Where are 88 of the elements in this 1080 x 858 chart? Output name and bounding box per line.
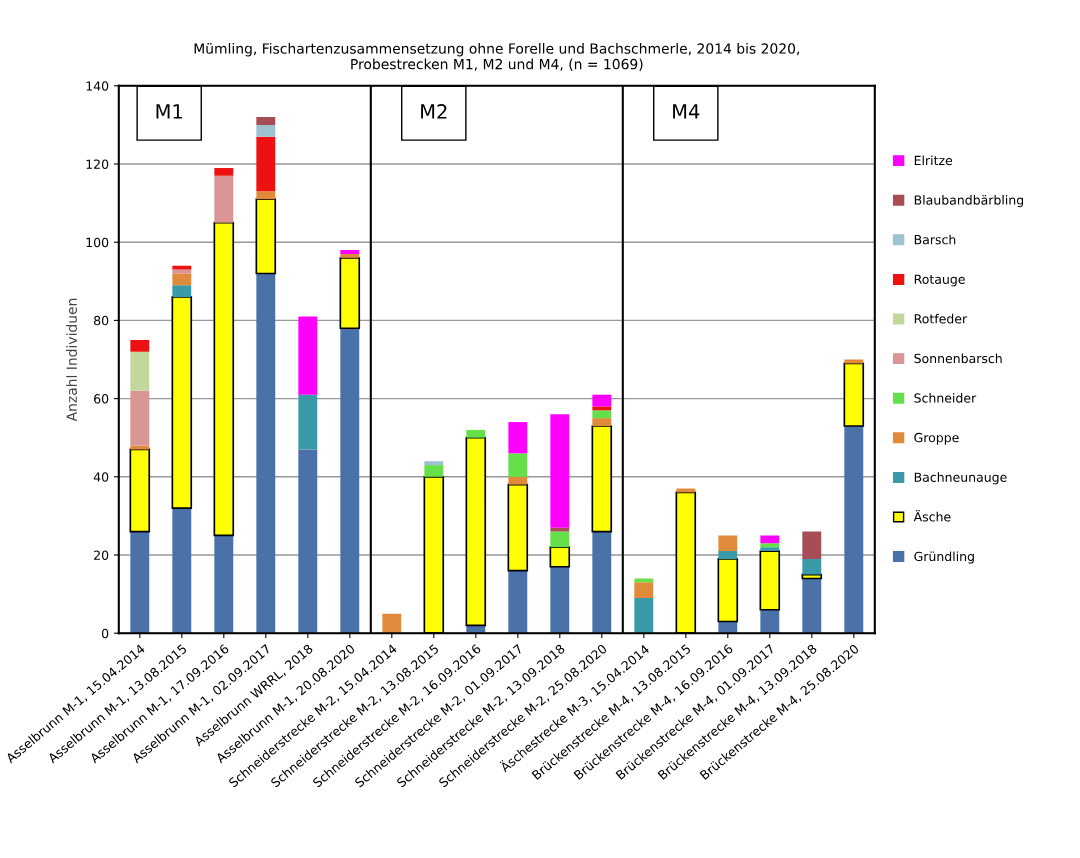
- y-tick-label: 100: [86, 237, 109, 248]
- bar: [549, 546, 571, 568]
- bar: [424, 465, 444, 477]
- bar: [634, 582, 654, 599]
- bar: [130, 339, 150, 352]
- bar: [508, 476, 528, 485]
- bar: [172, 508, 192, 634]
- bar: [592, 410, 612, 419]
- bar: [130, 351, 150, 391]
- y-tick-label: 120: [86, 159, 109, 169]
- bar: [550, 566, 570, 634]
- annotation: M4: [673, 104, 700, 119]
- bar: [130, 531, 150, 634]
- legend-label: Schneider: [914, 393, 977, 403]
- bar: [802, 578, 822, 634]
- legend-label: Elritze: [914, 155, 953, 166]
- bar: [256, 273, 276, 634]
- legend-label: Sonnenbarsch: [914, 353, 1002, 364]
- y-tick-label: 20: [94, 550, 109, 560]
- bar: [760, 535, 780, 544]
- bar: [213, 221, 235, 537]
- y-tick-label: 0: [101, 628, 109, 639]
- bar: [340, 250, 360, 254]
- y-tick-label: 40: [93, 472, 109, 482]
- bar: [591, 425, 613, 533]
- bar: [172, 265, 192, 270]
- bar: [382, 613, 402, 634]
- bar: [843, 362, 865, 427]
- bar: [256, 117, 276, 125]
- bar: [466, 429, 486, 438]
- y-tick-label: 140: [86, 81, 109, 91]
- bar: [592, 531, 612, 634]
- bar: [172, 285, 192, 297]
- bar: [339, 257, 361, 330]
- bar: [256, 136, 276, 192]
- bar: [171, 296, 193, 509]
- annotation: M1: [156, 104, 182, 119]
- bar: [256, 191, 276, 200]
- bar: [802, 531, 822, 559]
- bar: [634, 598, 654, 634]
- bar: [759, 550, 781, 611]
- bar: [718, 535, 738, 552]
- bar: [507, 483, 529, 572]
- bar: [550, 531, 570, 548]
- bar: [255, 198, 277, 275]
- bar: [508, 453, 528, 477]
- bar: [172, 273, 192, 286]
- bar: [508, 422, 528, 454]
- legend-label: Bachneunauge: [914, 472, 1007, 485]
- bar: [214, 175, 234, 223]
- chart-title: Mümling, Fischartenzusammensetzung ohne Forelle und Bachschmerle, 2014 bis 2020, Probestrecken M1, M2 und M4, (n = 1069): [194, 43, 800, 71]
- legend-label: Barsch: [914, 234, 956, 245]
- legend-label: Gründling: [914, 551, 974, 564]
- bar: [760, 547, 780, 552]
- bar: [592, 418, 612, 426]
- bar: [256, 124, 276, 137]
- bar: [298, 449, 318, 634]
- annotation: M2: [421, 104, 447, 119]
- bar: [760, 609, 780, 634]
- legend-label: Rotauge: [914, 274, 965, 287]
- legend-label: Blaubandbärbling: [914, 195, 1024, 208]
- bar: [465, 436, 487, 627]
- bar: [550, 414, 570, 528]
- bar: [340, 253, 360, 258]
- bar: [550, 527, 570, 532]
- bar: [718, 551, 738, 559]
- bar: [802, 558, 822, 575]
- bar: [634, 578, 654, 583]
- y-tick-label: 60: [94, 394, 109, 404]
- bar: [508, 570, 528, 634]
- legend-label: Rotfeder: [914, 313, 968, 324]
- y-axis-title: Anzahl Individuen: [66, 298, 77, 422]
- bar: [760, 543, 780, 548]
- bar: [592, 394, 612, 407]
- bar: [129, 448, 151, 533]
- bar: [214, 535, 234, 634]
- bar: [844, 425, 864, 634]
- bar: [340, 328, 360, 634]
- legend-label: Groppe: [914, 432, 959, 445]
- legend-label: Äsche: [913, 509, 951, 522]
- bar: [592, 406, 612, 411]
- bar: [298, 316, 318, 395]
- bar: [130, 390, 150, 446]
- bar: [214, 167, 234, 176]
- bar: [298, 394, 318, 450]
- bar: [424, 461, 444, 466]
- y-tick-label: 80: [94, 315, 109, 326]
- bar: [717, 558, 739, 623]
